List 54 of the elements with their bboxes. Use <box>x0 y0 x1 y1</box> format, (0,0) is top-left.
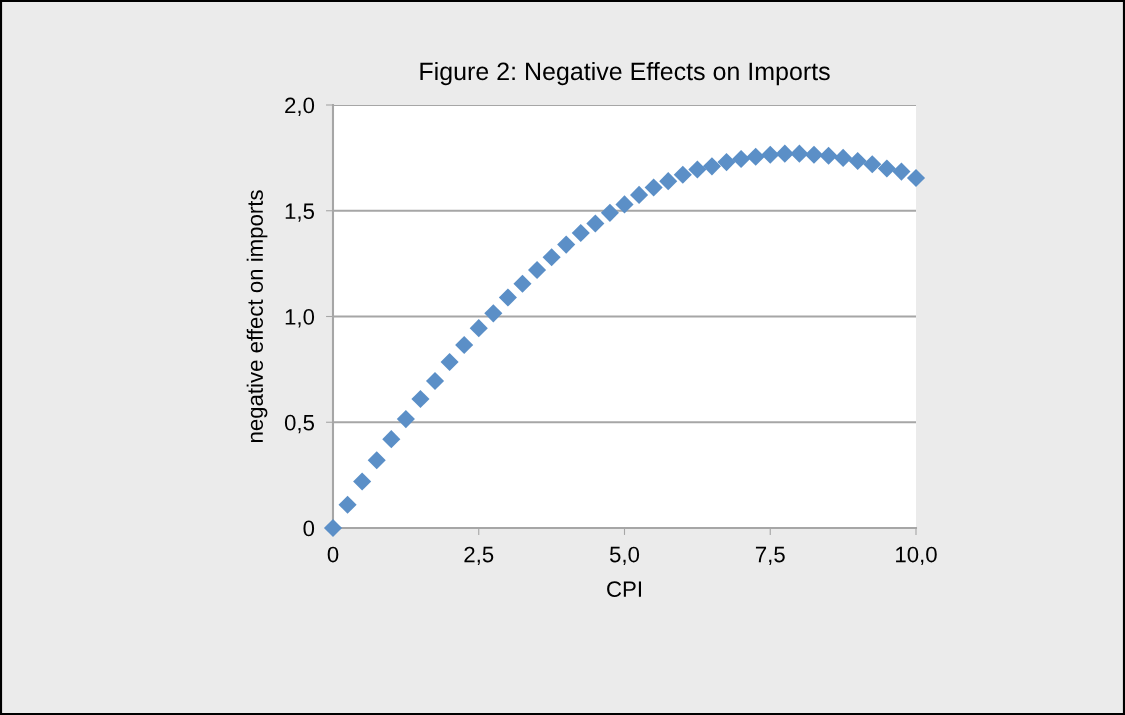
x-tick-label: 7,5 <box>755 546 785 565</box>
point <box>761 145 780 164</box>
point <box>673 165 692 184</box>
point <box>498 288 517 307</box>
y-axis-title: negative effect on imports <box>246 190 268 443</box>
point <box>542 248 561 267</box>
point <box>411 389 430 409</box>
point <box>848 151 867 171</box>
point <box>688 160 707 179</box>
point <box>746 147 765 166</box>
point <box>338 495 357 514</box>
point <box>367 451 386 470</box>
x-tick-label: 5,0 <box>609 546 640 565</box>
point <box>323 518 343 538</box>
point <box>819 146 838 165</box>
point <box>528 260 547 280</box>
point <box>353 472 372 491</box>
point <box>732 149 751 168</box>
point <box>775 144 794 163</box>
point <box>440 352 459 372</box>
point <box>790 144 809 163</box>
x-tick-label: 10,0 <box>896 546 937 565</box>
x-tick-label: 2,5 <box>464 546 494 565</box>
point <box>630 185 649 204</box>
point <box>863 155 882 174</box>
point <box>659 172 678 191</box>
point <box>877 159 896 178</box>
point <box>425 371 445 391</box>
point <box>906 168 926 188</box>
point <box>513 274 532 293</box>
y-tick-label: 1,5 <box>285 203 315 222</box>
point <box>834 148 853 167</box>
point <box>455 336 474 355</box>
point <box>586 214 605 233</box>
point <box>557 235 576 254</box>
point <box>702 157 721 176</box>
point <box>469 319 488 338</box>
point <box>600 203 619 222</box>
point <box>396 410 415 429</box>
point <box>717 153 736 172</box>
point <box>892 162 911 181</box>
y-tick-label: 0 <box>303 520 315 537</box>
point <box>644 178 663 197</box>
point <box>484 304 503 323</box>
x-axis-title: CPI <box>607 581 641 597</box>
x-tick-label: 0 <box>327 546 339 563</box>
point <box>804 145 824 164</box>
y-tick-label: 2,0 <box>285 97 315 116</box>
point <box>571 223 590 243</box>
point <box>382 430 401 449</box>
y-tick-label: 0,5 <box>284 414 315 434</box>
chart-title: Figure 2: Negative Effects on Imports <box>420 61 830 86</box>
point <box>615 195 634 214</box>
y-tick-label: 1,0 <box>285 309 315 328</box>
